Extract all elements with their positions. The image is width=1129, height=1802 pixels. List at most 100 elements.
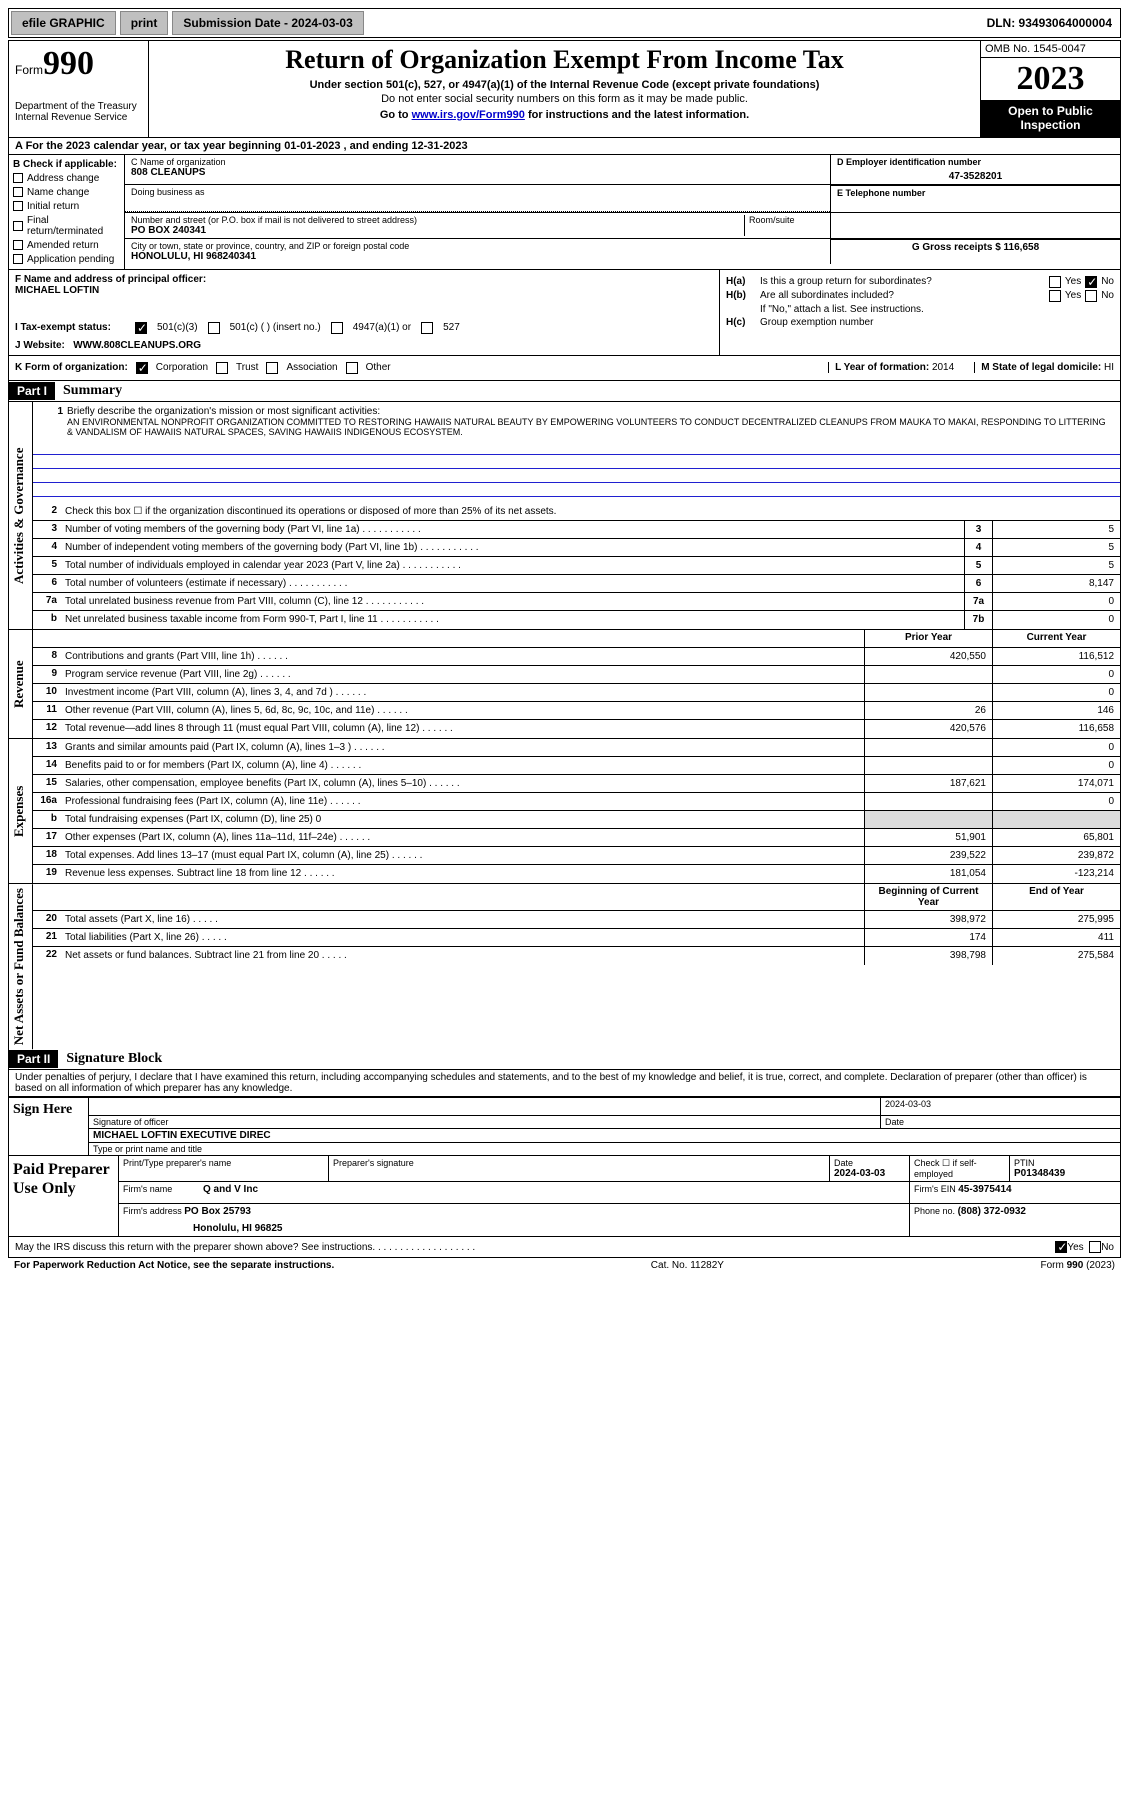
signer-name-title: MICHAEL LOFTIN EXECUTIVE DIREC xyxy=(89,1129,1120,1142)
chk-amended-return[interactable] xyxy=(13,240,23,250)
form-ref: Form 990 (2023) xyxy=(1041,1260,1115,1271)
g-gross-label: G Gross receipts $ xyxy=(912,242,1001,253)
vtab-expenses: Expenses xyxy=(9,739,33,883)
ein-value: 47-3528201 xyxy=(837,171,1114,182)
ptin-header: PTIN xyxy=(1014,1158,1116,1168)
phone-value: (808) 372-0932 xyxy=(958,1206,1026,1217)
dba-label: Doing business as xyxy=(131,187,824,197)
row-a-tax-year: A For the 2023 calendar year, or tax yea… xyxy=(9,138,1120,155)
opt-4947: 4947(a)(1) or xyxy=(353,322,411,333)
chk-initial-return[interactable] xyxy=(13,201,23,211)
phone-label: Phone no. xyxy=(914,1206,955,1216)
chk-501c[interactable] xyxy=(208,322,220,334)
chk-label: Final return/terminated xyxy=(27,215,120,237)
yes-label: Yes xyxy=(1067,1242,1083,1253)
summary-line: 9Program service revenue (Part VIII, lin… xyxy=(33,666,1120,684)
city-state-zip: HONOLULU, HI 968240341 xyxy=(131,251,824,262)
prep-date-header: Date xyxy=(834,1158,905,1168)
year-formation: 2014 xyxy=(932,362,954,373)
summary-line: 14Benefits paid to or for members (Part … xyxy=(33,757,1120,775)
state-domicile: HI xyxy=(1104,362,1114,373)
firm-ein-label: Firm's EIN xyxy=(914,1184,956,1194)
part1-title: Summary xyxy=(55,381,130,401)
sign-date: 2024-03-03 xyxy=(880,1098,1120,1115)
ha-label: H(a) xyxy=(726,276,756,287)
summary-line: 15Salaries, other compensation, employee… xyxy=(33,775,1120,793)
efile-label: efile GRAPHIC xyxy=(11,11,116,35)
irs-link[interactable]: www.irs.gov/Form990 xyxy=(412,109,525,121)
gross-receipts: 116,658 xyxy=(1004,242,1040,253)
dln-label: DLN: 93493064000004 xyxy=(981,16,1118,30)
summary-line: 19Revenue less expenses. Subtract line 1… xyxy=(33,865,1120,883)
form-subtitle-3: Go to www.irs.gov/Form990 for instructio… xyxy=(380,109,749,121)
form-label: Form xyxy=(15,63,43,77)
firm-ein: 45-3975414 xyxy=(958,1184,1011,1195)
hc-text: Group exemption number xyxy=(760,317,873,328)
paid-preparer-label: Paid Preparer Use Only xyxy=(9,1156,119,1236)
chk-other[interactable] xyxy=(346,362,358,374)
chk-trust[interactable] xyxy=(216,362,228,374)
summary-line: 20Total assets (Part X, line 16) . . . .… xyxy=(33,911,1120,929)
summary-line: 22Net assets or fund balances. Subtract … xyxy=(33,947,1120,965)
summary-line: 5Total number of individuals employed in… xyxy=(33,557,1120,575)
cat-number: Cat. No. 11282Y xyxy=(651,1260,724,1271)
chk-ha-no[interactable] xyxy=(1085,276,1097,288)
print-button[interactable]: print xyxy=(120,11,169,35)
chk-application-pending[interactable] xyxy=(13,254,23,264)
yes-label: Yes xyxy=(1065,276,1081,287)
chk-hb-yes[interactable] xyxy=(1049,290,1061,302)
c-name-label: C Name of organization xyxy=(131,157,824,167)
form-header: Form990 Department of the Treasury Inter… xyxy=(9,41,1120,138)
discuss-text: May the IRS discuss this return with the… xyxy=(15,1242,375,1253)
chk-label: Address change xyxy=(27,173,99,184)
f-officer-label: F Name and address of principal officer: xyxy=(15,274,713,285)
chk-discuss-yes[interactable] xyxy=(1055,1241,1067,1253)
chk-hb-no[interactable] xyxy=(1085,290,1097,302)
chk-discuss-no[interactable] xyxy=(1089,1241,1101,1253)
org-name: 808 CLEANUPS xyxy=(131,167,824,178)
summary-line: 3Number of voting members of the governi… xyxy=(33,521,1120,539)
vtab-net-assets: Net Assets or Fund Balances xyxy=(9,884,33,1049)
chk-4947[interactable] xyxy=(331,322,343,334)
addr-label: Number and street (or P.O. box if mail i… xyxy=(131,215,744,225)
summary-line: 4Number of independent voting members of… xyxy=(33,539,1120,557)
chk-address-change[interactable] xyxy=(13,173,23,183)
prep-selfemp-header: Check ☐ if self-employed xyxy=(910,1156,1010,1181)
summary-line: 8Contributions and grants (Part VIII, li… xyxy=(33,648,1120,666)
opt-501c: 501(c) ( ) (insert no.) xyxy=(230,322,321,333)
vtab-revenue: Revenue xyxy=(9,630,33,738)
public-inspection-badge: Open to Public Inspection xyxy=(981,100,1120,137)
paid-preparer-block: Paid Preparer Use Only Print/Type prepar… xyxy=(8,1156,1121,1237)
paperwork-notice: For Paperwork Reduction Act Notice, see … xyxy=(14,1260,334,1271)
summary-line: 16aProfessional fundraising fees (Part I… xyxy=(33,793,1120,811)
form-subtitle-2: Do not enter social security numbers on … xyxy=(381,93,748,105)
no-label: No xyxy=(1101,1242,1114,1253)
i-status-label: I Tax-exempt status: xyxy=(15,322,125,333)
chk-final-return[interactable] xyxy=(13,221,23,231)
chk-corporation[interactable] xyxy=(136,362,148,374)
firm-name-label: Firm's name xyxy=(119,1182,199,1203)
vtab-governance: Activities & Governance xyxy=(9,402,33,629)
chk-527[interactable] xyxy=(421,322,433,334)
prep-name-header: Print/Type preparer's name xyxy=(119,1156,329,1181)
firm-addr2: Honolulu, HI 96825 xyxy=(193,1223,282,1234)
department-label: Department of the Treasury Internal Reve… xyxy=(15,101,142,123)
opt-527: 527 xyxy=(443,322,460,333)
summary-line: 18Total expenses. Add lines 13–17 (must … xyxy=(33,847,1120,865)
sign-here-block: Sign Here 2024-03-03 Signature of office… xyxy=(8,1098,1121,1156)
firm-addr1: PO Box 25793 xyxy=(184,1206,251,1217)
l-year-label: L Year of formation: xyxy=(835,362,929,373)
hb-text: Are all subordinates included? xyxy=(760,290,1045,301)
tax-year: 2023 xyxy=(981,58,1120,100)
no-label: No xyxy=(1101,276,1114,287)
chk-name-change[interactable] xyxy=(13,187,23,197)
opt-501c3: 501(c)(3) xyxy=(157,322,198,333)
summary-line: 10Investment income (Part VIII, column (… xyxy=(33,684,1120,702)
street-address: PO BOX 240341 xyxy=(131,225,744,236)
opt-label: Trust xyxy=(236,362,258,373)
k-form-org-label: K Form of organization: xyxy=(15,362,128,373)
firm-addr-label: Firm's address xyxy=(123,1206,182,1216)
chk-association[interactable] xyxy=(266,362,278,374)
chk-ha-yes[interactable] xyxy=(1049,276,1061,288)
chk-501c3[interactable] xyxy=(135,322,147,334)
